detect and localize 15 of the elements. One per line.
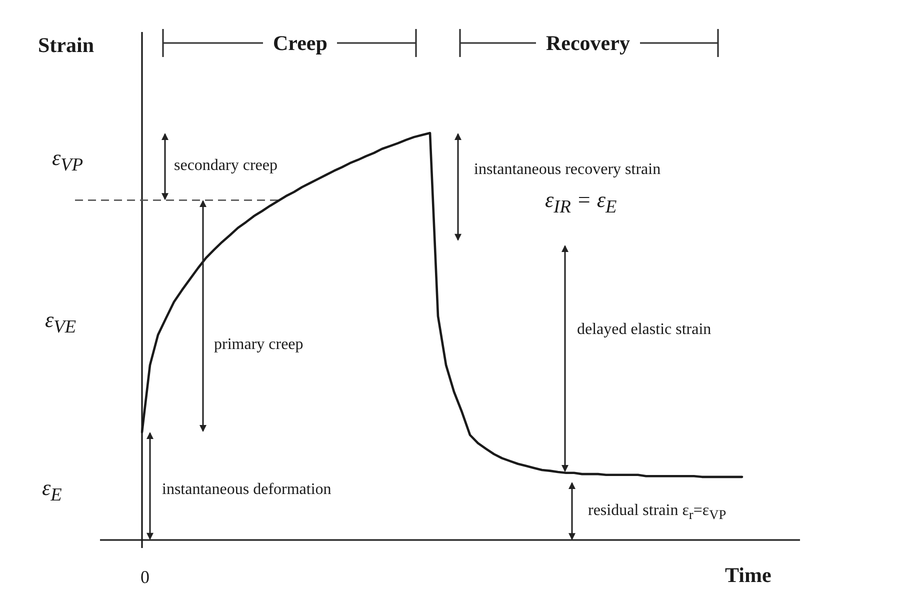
text: Creep bbox=[273, 30, 328, 55]
text: ε$_{VP}$ bbox=[52, 144, 84, 174]
text: 0 bbox=[140, 567, 150, 588]
y-axis-title: Strain bbox=[38, 32, 94, 57]
annotation: instantaneous recovery strain bbox=[474, 161, 661, 179]
annotation: ε$_{IR}$ = ε$_{E}$ bbox=[545, 186, 617, 216]
text: Recovery bbox=[546, 30, 630, 55]
annotation: secondary creep bbox=[174, 157, 278, 175]
annotation: residual strain ε$_{r}$=ε$_{VP}$ bbox=[588, 502, 726, 522]
annotation: delayed elastic strain bbox=[577, 321, 712, 339]
text: ε$_{E}$ bbox=[42, 474, 62, 504]
annotation: primary creep bbox=[214, 336, 304, 354]
annotation: instantaneous deformation bbox=[162, 481, 332, 499]
x-axis-title: Time bbox=[725, 562, 772, 587]
text: ε$_{VE}$ bbox=[45, 306, 76, 336]
